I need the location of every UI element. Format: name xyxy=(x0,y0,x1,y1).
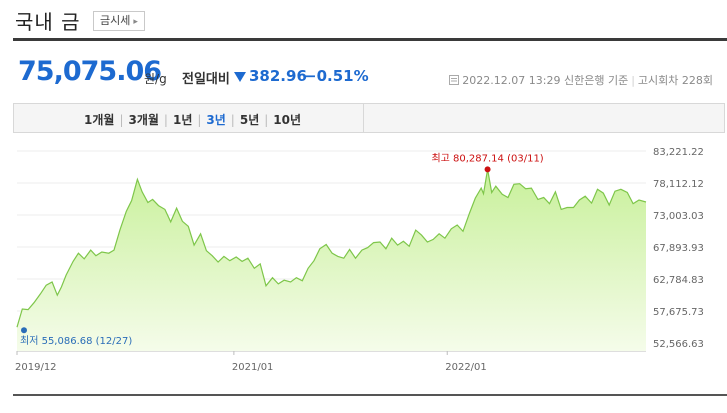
tab-3[interactable]: 3년 xyxy=(206,113,226,127)
y-tick-label: 67,893.93 xyxy=(653,243,704,254)
tab-1[interactable]: 3개월 xyxy=(128,113,159,127)
footer-divider xyxy=(13,394,727,396)
gold-price-tag-button[interactable]: 금시세 ▸ xyxy=(93,11,145,31)
tab-0[interactable]: 1개월 xyxy=(84,113,115,127)
price-line xyxy=(16,169,647,328)
y-tick-label: 57,675.73 xyxy=(653,307,704,318)
max-point-label: 최고 80,287.14 (03/11) xyxy=(431,152,543,164)
document-icon xyxy=(449,75,460,85)
tab-2[interactable]: 1년 xyxy=(172,113,193,127)
period-tabs: 1개월 | 3개월 | 1년 | 3년 | 5년 | 10년 xyxy=(84,111,301,128)
y-tick-label: 83,221.22 xyxy=(653,147,704,158)
tab-4[interactable]: 5년 xyxy=(239,113,260,127)
y-tick-label: 62,784.83 xyxy=(653,275,704,286)
chevron-right-icon: ▸ xyxy=(133,17,138,27)
down-triangle-icon xyxy=(234,72,246,82)
min-point-marker xyxy=(21,327,27,334)
x-tick-label: 2021/01 xyxy=(232,362,274,373)
x-tick-label: 2022/01 xyxy=(445,362,487,373)
max-point-marker xyxy=(484,166,491,173)
meta-source: 신한은행 기준 xyxy=(563,74,629,87)
tab-separator: | xyxy=(230,113,235,127)
y-tick-label: 78,112.12 xyxy=(653,179,704,190)
y-tick-label: 73,003.03 xyxy=(653,211,704,222)
page-title: 국내 금 xyxy=(15,10,81,34)
price-area-fill xyxy=(17,169,646,351)
meta-notice: 고시회차 228회 xyxy=(637,74,713,87)
current-price: 75,075.06 xyxy=(18,56,162,87)
tab-separator: | xyxy=(264,113,269,127)
price-unit: 원/g xyxy=(144,72,167,86)
compare-label: 전일대비 xyxy=(182,72,230,87)
price-change-percent: −0.51% xyxy=(304,67,369,85)
header-divider xyxy=(13,38,727,41)
tag-label: 금시세 xyxy=(100,14,131,27)
tab-separator: | xyxy=(163,113,168,127)
min-point-label: 최저 55,086.68 (12/27) xyxy=(20,335,132,347)
meta-datetime: 2022.12.07 13:29 xyxy=(462,74,561,87)
tab-bar-divider xyxy=(363,104,364,132)
tab-5[interactable]: 10년 xyxy=(273,113,302,127)
price-change: 382.96 xyxy=(249,67,307,85)
tab-separator: | xyxy=(197,113,202,127)
x-tick-label: 2019/12 xyxy=(15,362,57,373)
price-meta: 2022.12.07 13:29 신한은행 기준 | 고시회차 228회 xyxy=(449,72,713,88)
period-tab-bar: 1개월 | 3개월 | 1년 | 3년 | 5년 | 10년 xyxy=(13,103,725,133)
tab-separator: | xyxy=(119,113,124,127)
y-tick-label: 52,566.63 xyxy=(653,339,704,350)
